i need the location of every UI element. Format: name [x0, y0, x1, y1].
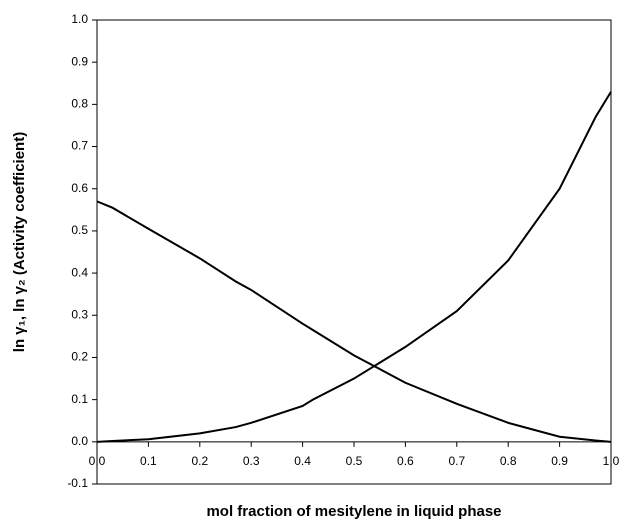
- y-tick-label: 0.6: [71, 181, 88, 195]
- x-tick-label: 0.9: [551, 454, 568, 468]
- x-tick-label: 1.0: [603, 454, 620, 468]
- line-series: [96, 200, 612, 443]
- line-series: [96, 91, 612, 443]
- y-tick-label: 0.7: [71, 139, 88, 153]
- x-tick-label: 0.8: [500, 454, 517, 468]
- y-tick-label: -0.1: [67, 476, 88, 490]
- y-tick-label: 0.2: [71, 350, 88, 364]
- x-tick-label: 0.6: [397, 454, 414, 468]
- x-tick-label: 0.7: [448, 454, 465, 468]
- y-tick-label: 1.0: [71, 12, 88, 26]
- y-tick-label: 0.9: [71, 54, 88, 68]
- x-tick-label: 0.1: [140, 454, 157, 468]
- y-tick-label: 0.1: [71, 392, 88, 406]
- y-tick-label: 0.3: [71, 307, 88, 321]
- y-tick-label: 0.5: [71, 223, 88, 237]
- y-tick-label: 0.0: [71, 434, 88, 448]
- x-tick-label: 0.3: [243, 454, 260, 468]
- x-tick-label: 0.5: [346, 454, 363, 468]
- y-tick-label: 0.8: [71, 97, 88, 111]
- plot-frame: [96, 19, 612, 485]
- y-axis-label: ln γ₁, ln γ₂ (Activity coefficient): [11, 132, 28, 352]
- x-axis-label: mol fraction of mesitylene in liquid pha…: [206, 503, 501, 520]
- y-tick-label: 0.4: [71, 265, 88, 279]
- x-tick-label: 0.4: [294, 454, 311, 468]
- x-tick-label: 0.2: [191, 454, 208, 468]
- x-tick-label: 0.0: [89, 454, 106, 468]
